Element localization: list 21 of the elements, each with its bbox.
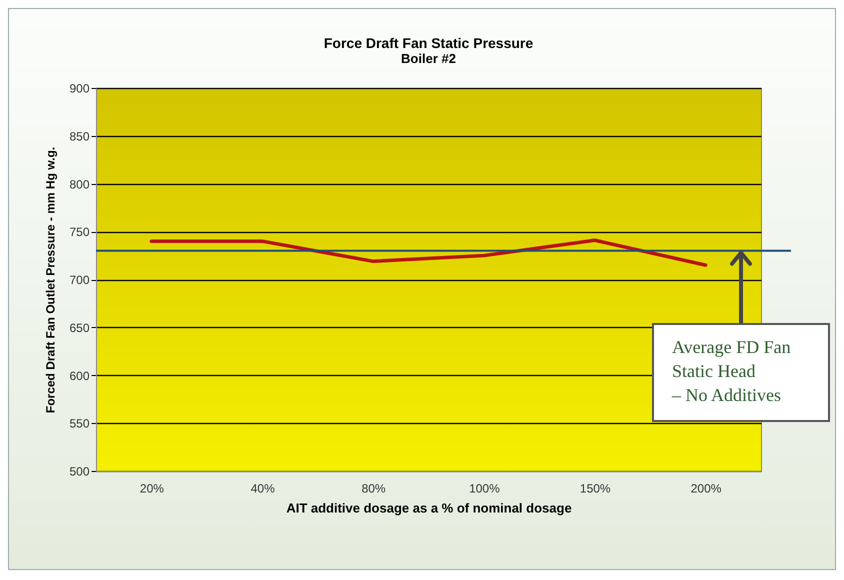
ref-line-label: Average FD Fan Static Head – No Additives — [671, 337, 791, 405]
y-tick-label: 550 — [69, 416, 90, 431]
y-tick-label: 800 — [69, 177, 90, 192]
y-tick-label: 650 — [69, 320, 90, 335]
y-tick-label: 850 — [69, 129, 90, 144]
x-tick-label: 80% — [362, 482, 386, 496]
y-axis-title: Forced Draft Fan Outlet Pressure - mm Hg w.g. — [43, 146, 58, 414]
x-tick-label: 150% — [580, 482, 611, 496]
x-axis-title: AIT additive dosage as a % of nominal dosage — [286, 500, 572, 516]
y-tick-label: 750 — [69, 225, 90, 240]
line-series — [150, 238, 708, 267]
y-tick-label: 500 — [69, 464, 90, 478]
y-tick-label: 600 — [69, 368, 90, 383]
x-tick-label: 200% — [690, 482, 722, 496]
y-tick-label: 700 — [69, 273, 90, 287]
x-tick-label: 100% — [469, 482, 500, 496]
x-tick-label: 40% — [250, 482, 276, 496]
x-tick-label: 20% — [140, 482, 164, 496]
chart-title: Force Draft Fan Static Pressure — [324, 35, 534, 51]
y-tick-label: 900 — [69, 82, 90, 96]
chart-subtitle: Boiler #2 — [401, 51, 456, 66]
